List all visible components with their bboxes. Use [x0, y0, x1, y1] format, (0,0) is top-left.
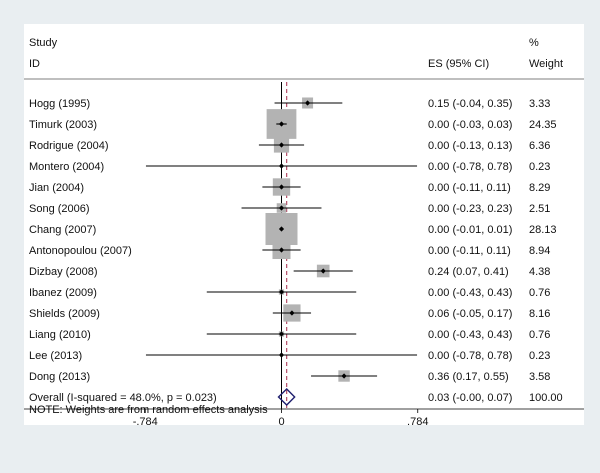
point-estimate [278, 331, 285, 337]
header-es-ci: ES (95% CI) [428, 58, 489, 70]
point-estimate [278, 352, 285, 358]
point-estimate [320, 268, 326, 274]
overall-es-ci-value: 0.03 (-0.00, 0.07) [428, 392, 512, 404]
study-label: Montero (2004) [29, 161, 104, 173]
weight-value: 24.35 [529, 119, 557, 131]
point-estimate [278, 226, 285, 232]
weight-value: 0.23 [529, 350, 550, 362]
weight-value: 4.38 [529, 266, 550, 278]
point-estimate [278, 121, 285, 127]
weight-value: 2.51 [529, 203, 550, 215]
header-weight: Weight [529, 58, 563, 70]
point-estimate [304, 100, 311, 106]
es-ci-value: 0.24 (0.07, 0.41) [428, 266, 509, 278]
es-ci-value: 0.15 (-0.04, 0.35) [428, 98, 512, 110]
header-id: ID [29, 58, 40, 70]
point-estimate [289, 310, 295, 316]
study-label: Dong (2013) [29, 371, 90, 383]
study-label: Rodrigue (2004) [29, 140, 109, 152]
es-ci-value: 0.00 (-0.03, 0.03) [428, 119, 512, 131]
weight-value: 8.94 [529, 245, 550, 257]
forest-plot: Study ID ES (95% CI)% Weight Hogg (1995) 0.15… [24, 37, 584, 428]
es-ci-value: 0.00 (-0.78, 0.78) [428, 161, 512, 173]
study-label: Lee (2013) [29, 350, 82, 362]
es-ci-value: 0.00 (-0.43, 0.43) [428, 287, 512, 299]
study-label: Timurk (2003) [29, 119, 97, 131]
point-estimate [278, 163, 285, 169]
study-label: Chang (2007) [29, 224, 96, 236]
point-estimate [278, 247, 285, 253]
weight-value: 3.33 [529, 98, 550, 110]
point-estimate [278, 205, 285, 211]
weight-value: 0.23 [529, 161, 550, 173]
study-label: Ibanez (2009) [29, 287, 97, 299]
weight-value: 0.76 [529, 287, 550, 299]
es-ci-value: 0.00 (-0.11, 0.11) [428, 182, 511, 194]
x-tick-label: .784 [407, 416, 428, 425]
study-label: Antonopoulou (2007) [29, 245, 132, 257]
point-estimate [278, 142, 285, 148]
weight-value: 28.13 [529, 224, 557, 236]
overall-diamond [277, 388, 296, 406]
overall-weight-value: 100.00 [529, 392, 563, 404]
plot-area: Study ID ES (95% CI)% Weight Hogg (1995) 0.15… [24, 24, 584, 428]
weight-value: 8.16 [529, 308, 550, 320]
es-ci-value: 0.06 (-0.05, 0.17) [428, 308, 512, 320]
es-ci-value: 0.00 (-0.43, 0.43) [428, 329, 512, 341]
x-tick-label: 0 [278, 416, 284, 425]
point-estimate [278, 184, 285, 190]
study-label: Dizbay (2008) [29, 266, 97, 278]
study-label: Jian (2004) [29, 182, 84, 194]
study-label: Hogg (1995) [29, 98, 90, 110]
es-ci-value: 0.00 (-0.78, 0.78) [428, 350, 512, 362]
es-ci-value: 0.36 (0.17, 0.55) [428, 371, 509, 383]
weight-value: 3.58 [529, 371, 550, 383]
es-ci-value: 0.00 (-0.13, 0.13) [428, 140, 512, 152]
overall-label: Overall (I-squared = 48.0%, p = 0.023) [29, 392, 217, 404]
header-study: Study [29, 37, 58, 49]
weight-value: 8.29 [529, 182, 550, 194]
study-label: Liang (2010) [29, 329, 91, 341]
weight-value: 0.76 [529, 329, 550, 341]
es-ci-value: 0.00 (-0.23, 0.23) [428, 203, 512, 215]
es-ci-value: 0.00 (-0.01, 0.01) [428, 224, 512, 236]
study-label: Shields (2009) [29, 308, 100, 320]
weight-value: 6.36 [529, 140, 550, 152]
study-label: Song (2006) [29, 203, 90, 215]
point-estimate [278, 289, 285, 295]
es-ci-value: 0.00 (-0.11, 0.11) [428, 245, 511, 257]
header-percent: % [529, 37, 539, 49]
x-tick-label: -.784 [133, 416, 158, 425]
footnote: NOTE: Weights are from random effects an… [29, 404, 268, 416]
point-estimate [341, 373, 347, 379]
